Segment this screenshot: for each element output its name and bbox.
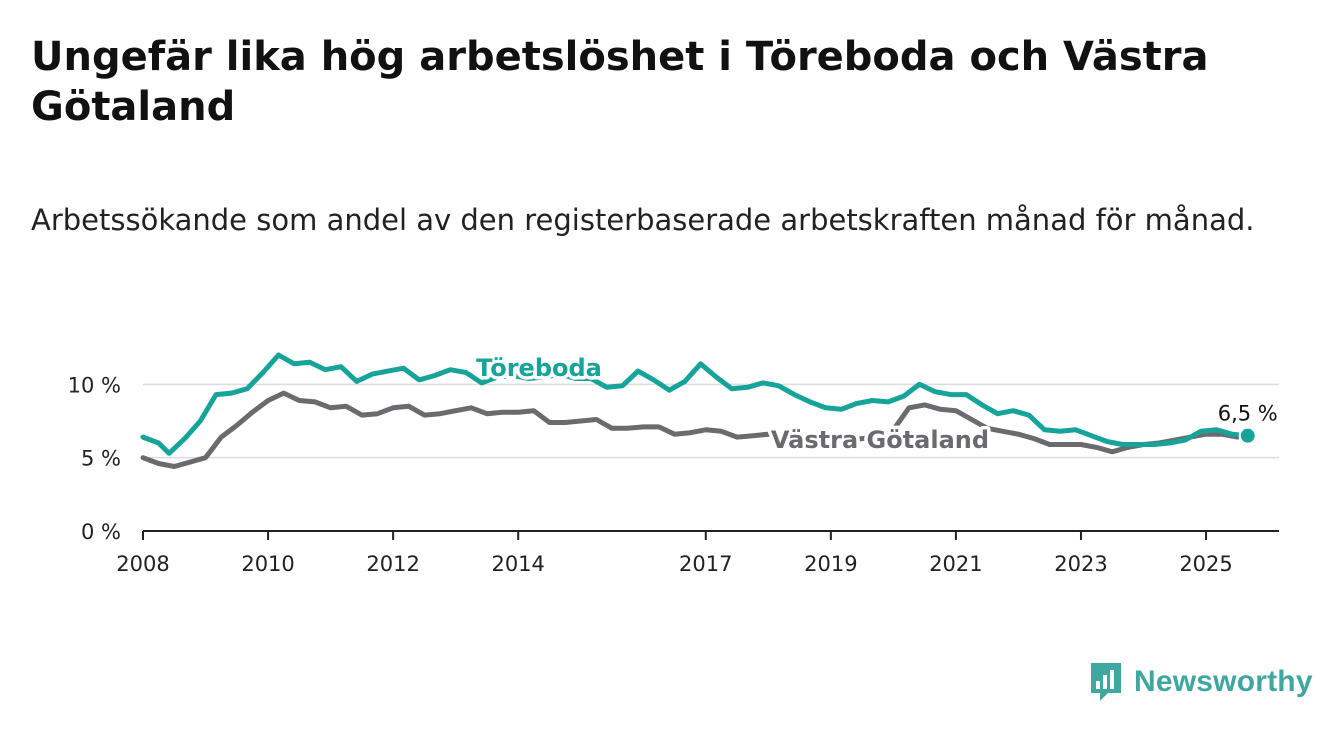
y-tick-label: 10 % — [68, 373, 121, 397]
chart-subtitle: Arbetssökande som andel av den registerb… — [31, 203, 1255, 237]
x-tick-label: 2012 — [366, 552, 419, 576]
y-axis-ticks: 0 % 5 % 10 % — [68, 373, 121, 544]
newsworthy-logo: Newsworthy — [1088, 660, 1313, 704]
newsworthy-chart-icon — [1091, 663, 1121, 701]
gridlines — [143, 383, 1279, 532]
end-value-label: 6,5 % — [1218, 402, 1278, 426]
series-label-toreboda: Töreboda — [476, 354, 602, 382]
x-tick-label: 2008 — [116, 552, 169, 576]
x-tick-label: 2021 — [929, 552, 982, 576]
chart-title: Ungefär lika hög arbetslöshet i Töreboda… — [31, 34, 1209, 130]
x-tick-label: 2014 — [491, 552, 544, 576]
end-point-marker — [1238, 426, 1257, 445]
x-tick-label: 2023 — [1054, 552, 1107, 576]
y-tick-label: 5 % — [81, 447, 121, 471]
x-tick-label: 2019 — [804, 552, 857, 576]
series-line-toreboda — [140, 352, 1251, 456]
y-tick-label: 0 % — [81, 520, 121, 544]
x-tick-label: 2025 — [1179, 552, 1232, 576]
series-label-vastra-gotaland: Västra Götaland — [771, 426, 989, 454]
brand-name: Newsworthy — [1134, 665, 1313, 698]
series-line-vastra-gotaland — [140, 390, 1240, 469]
x-tick-label: 2017 — [679, 552, 732, 576]
x-tick-label: 2010 — [241, 552, 294, 576]
x-axis-ticks: 2008 2010 2012 2014 2017 2019 2021 2023 2025 — [116, 531, 1233, 576]
series-lines — [140, 352, 1251, 469]
series-labels: Töreboda Västra Götaland 6,5 % — [473, 351, 1281, 458]
